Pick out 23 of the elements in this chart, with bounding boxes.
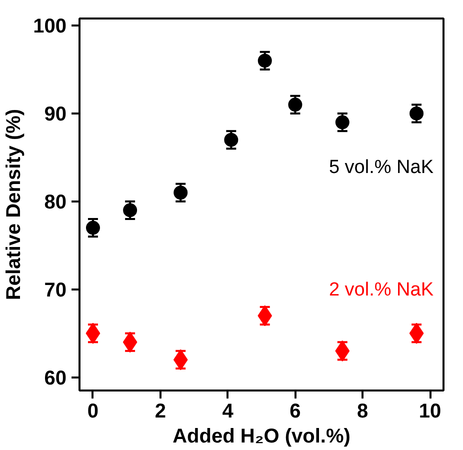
point [258, 54, 272, 68]
y-axis-title: Relative Density (%) [3, 108, 26, 300]
x-tick-label: 4 [222, 400, 234, 422]
x-tick-label: 6 [290, 400, 301, 422]
point [224, 132, 238, 147]
x-tick-label: 0 [87, 400, 99, 422]
x-axis-title: Added H₂O (vol.%) [172, 426, 350, 448]
point [123, 203, 138, 218]
point [335, 115, 350, 130]
y-tick-label: 60 [44, 367, 67, 390]
y-tick-label: 100 [33, 16, 67, 38]
series-label: 5 vol.% NaK [328, 156, 434, 178]
x-tick-label: 2 [154, 400, 166, 422]
point [174, 186, 188, 200]
x-tick-label: 8 [357, 400, 368, 422]
point [288, 98, 302, 112]
y-tick-label: 90 [44, 103, 67, 126]
point [410, 106, 424, 120]
point [86, 220, 100, 235]
y-tick-label: 80 [44, 191, 67, 214]
y-tick-label: 70 [44, 279, 67, 302]
series-label: 2 vol.% NaK [328, 280, 434, 301]
x-tick-label: 10 [418, 400, 442, 422]
